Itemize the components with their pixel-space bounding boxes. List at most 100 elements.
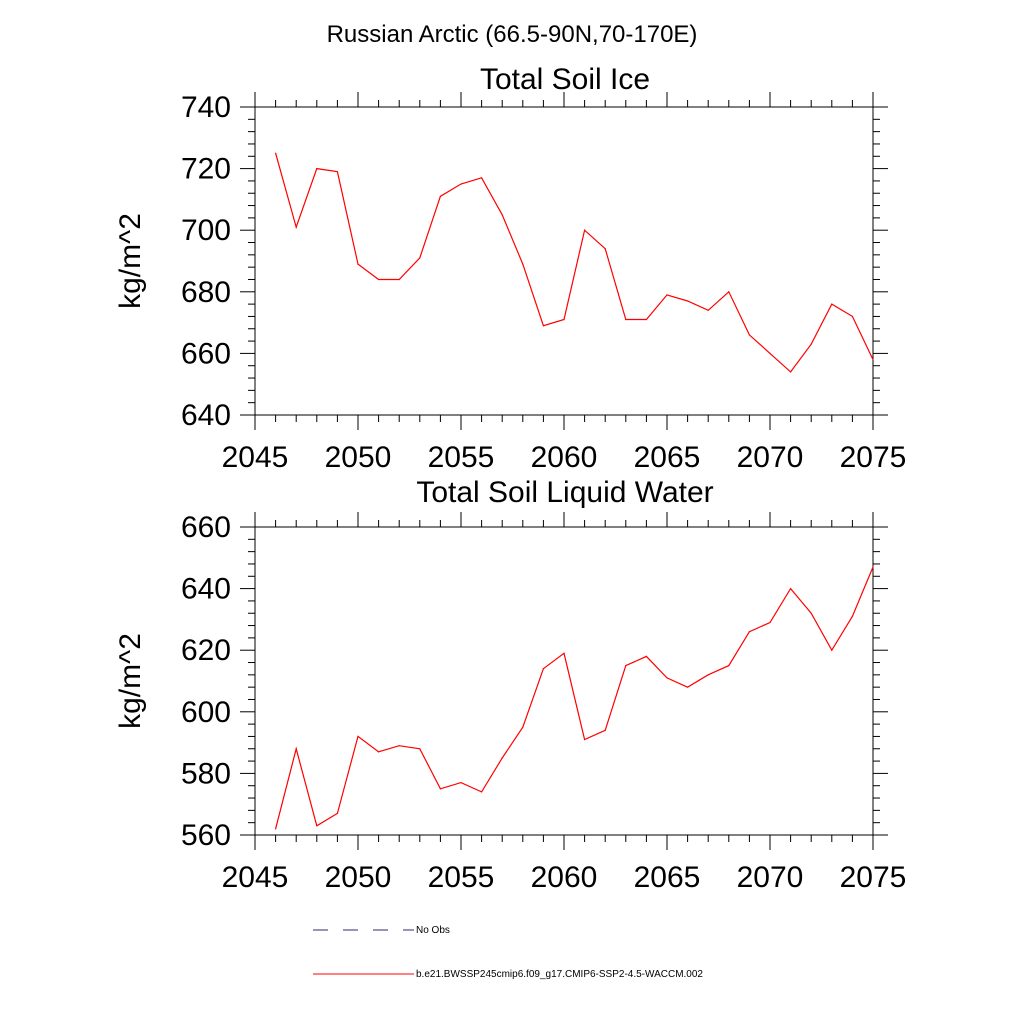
data-point-soil-liquid-water xyxy=(439,788,441,790)
legend: No Obs b.e21.BWSSP245cmip6.f09_g17.CMIP6… xyxy=(313,925,703,980)
y-tick-label-soil-liquid-water: 600 xyxy=(181,696,231,729)
legend-label-model: b.e21.BWSSP245cmip6.f09_g17.CMIP6-SSP2-4… xyxy=(416,969,703,980)
series-line-soil-ice xyxy=(275,153,874,373)
data-point-soil-ice xyxy=(542,325,545,327)
data-point-soil-liquid-water xyxy=(563,652,565,654)
data-point-soil-ice xyxy=(439,195,441,197)
data-point-soil-liquid-water xyxy=(810,612,812,614)
series-line-soil-liquid-water xyxy=(275,566,874,829)
data-point-soil-ice xyxy=(481,177,483,179)
x-tick-label-soil-ice: 2065 xyxy=(634,441,701,474)
data-point-soil-ice xyxy=(769,352,771,354)
data-point-soil-liquid-water xyxy=(872,566,874,568)
chart-soil-ice: Total Soil Ice kg/m^2 2045 2050 2055 2060 20… xyxy=(114,63,906,474)
y-tick-label-soil-ice: 640 xyxy=(181,399,231,432)
x-tick-label-soil-liquid-water: 2060 xyxy=(531,861,598,894)
data-point-soil-liquid-water xyxy=(295,748,297,750)
data-point-soil-ice xyxy=(336,171,338,173)
data-point-soil-liquid-water xyxy=(522,726,524,728)
data-point-soil-liquid-water xyxy=(336,812,338,815)
data-point-soil-ice xyxy=(563,318,565,321)
plot-frame-soil-liquid-water xyxy=(254,526,874,836)
data-point-soil-ice xyxy=(584,229,586,231)
chart-soil-liquid-water-plot: 2045 2050 2055 2060 2065 2070 2075 560 580 600 620… xyxy=(181,511,906,894)
data-point-soil-ice xyxy=(687,300,689,302)
data-point-soil-liquid-water xyxy=(625,665,627,667)
data-point-soil-ice xyxy=(460,183,462,185)
x-tick-label-soil-ice: 2075 xyxy=(840,441,907,474)
data-point-soil-ice xyxy=(831,303,833,305)
y-tick-label-soil-liquid-water: 580 xyxy=(181,757,231,790)
data-point-soil-ice xyxy=(295,226,297,228)
chart-soil-liquid-water: Total Soil Liquid Water kg/m^2 2045 2050 2… xyxy=(114,476,906,894)
data-point-soil-liquid-water xyxy=(460,782,462,784)
x-tick-label-soil-liquid-water: 2045 xyxy=(222,861,289,894)
chart-soil-liquid-water-ylabel: kg/m^2 xyxy=(114,633,147,729)
legend-label-no-obs: No Obs xyxy=(416,925,450,936)
data-point-soil-liquid-water xyxy=(604,729,606,731)
data-point-soil-liquid-water xyxy=(316,825,318,827)
data-point-soil-liquid-water xyxy=(707,674,709,676)
data-point-soil-liquid-water xyxy=(542,668,545,670)
data-point-soil-liquid-water xyxy=(275,828,277,830)
data-point-soil-liquid-water xyxy=(419,748,421,750)
y-tick-label-soil-ice: 700 xyxy=(181,214,231,247)
data-point-soil-ice xyxy=(275,152,277,154)
data-point-soil-liquid-water xyxy=(481,791,483,793)
data-point-soil-liquid-water xyxy=(584,738,586,741)
data-point-soil-ice xyxy=(316,168,318,170)
data-point-soil-liquid-water xyxy=(831,649,833,651)
x-tick-label-soil-ice: 2050 xyxy=(325,441,392,474)
data-point-soil-ice xyxy=(872,358,874,361)
x-tick-label-soil-ice: 2060 xyxy=(531,441,598,474)
data-point-soil-ice xyxy=(645,318,648,321)
x-tick-label-soil-liquid-water: 2075 xyxy=(840,861,907,894)
data-point-soil-ice xyxy=(748,334,751,336)
data-point-soil-liquid-water xyxy=(687,686,689,688)
plot-frame-soil-ice xyxy=(254,106,874,416)
data-point-soil-ice xyxy=(522,263,524,265)
x-tick-label-soil-ice: 2070 xyxy=(737,441,804,474)
chart-soil-ice-title: Total Soil Ice xyxy=(480,63,650,96)
y-tick-label-soil-ice: 660 xyxy=(181,337,231,370)
y-tick-label-soil-liquid-water: 620 xyxy=(181,634,231,667)
x-tick-label-soil-liquid-water: 2050 xyxy=(325,861,392,894)
data-point-soil-liquid-water xyxy=(666,677,668,679)
data-point-soil-ice xyxy=(604,248,606,250)
data-point-soil-ice xyxy=(666,294,668,296)
y-tick-label-soil-liquid-water: 640 xyxy=(181,573,231,606)
data-point-soil-ice xyxy=(790,371,792,373)
data-point-soil-liquid-water xyxy=(851,615,854,617)
data-point-soil-ice xyxy=(728,291,730,293)
x-tick-label-soil-ice: 2045 xyxy=(222,441,289,474)
data-point-soil-ice xyxy=(707,309,709,311)
x-tick-label-soil-liquid-water: 2065 xyxy=(634,861,701,894)
data-point-soil-liquid-water xyxy=(645,655,648,657)
data-point-soil-liquid-water xyxy=(728,665,730,667)
data-point-soil-ice xyxy=(810,343,812,345)
chart-soil-liquid-water-title: Total Soil Liquid Water xyxy=(416,476,713,509)
data-point-soil-liquid-water xyxy=(769,621,771,624)
data-point-soil-liquid-water xyxy=(501,757,503,759)
data-point-soil-ice xyxy=(378,278,380,281)
data-point-soil-ice xyxy=(851,315,854,318)
y-tick-label-soil-liquid-water: 660 xyxy=(181,511,231,544)
chart-soil-ice-ylabel: kg/m^2 xyxy=(114,213,147,309)
data-point-soil-liquid-water xyxy=(357,735,359,738)
y-tick-label-soil-ice: 680 xyxy=(181,276,231,309)
data-point-soil-ice xyxy=(501,214,503,216)
data-point-soil-ice xyxy=(625,318,627,321)
data-point-soil-ice xyxy=(398,278,400,281)
y-tick-label-soil-liquid-water: 560 xyxy=(181,819,231,852)
y-tick-label-soil-ice: 740 xyxy=(181,91,231,124)
data-point-soil-liquid-water xyxy=(378,751,380,753)
y-tick-label-soil-ice: 720 xyxy=(181,153,231,186)
x-tick-label-soil-liquid-water: 2055 xyxy=(428,861,495,894)
data-point-soil-ice xyxy=(419,257,421,259)
data-point-soil-liquid-water xyxy=(398,745,400,747)
x-tick-label-soil-ice: 2055 xyxy=(428,441,495,474)
x-tick-label-soil-liquid-water: 2070 xyxy=(737,861,804,894)
data-point-soil-ice xyxy=(357,263,359,265)
figure-suptitle: Russian Arctic (66.5-90N,70-170E) xyxy=(327,21,698,48)
